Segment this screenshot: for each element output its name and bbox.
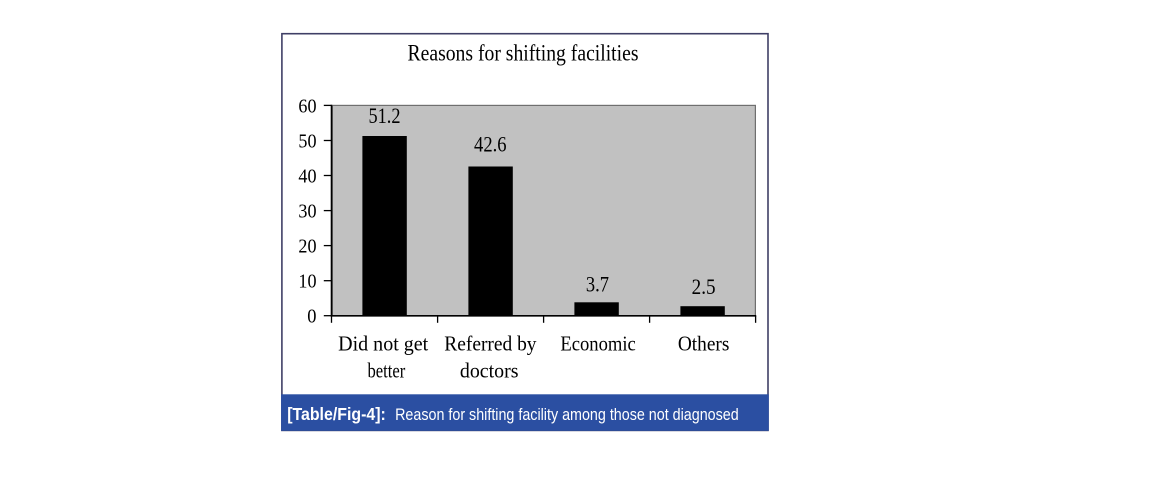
svg-text:2.5: 2.5 <box>692 274 716 299</box>
svg-text:30: 30 <box>298 201 316 223</box>
svg-text:40: 40 <box>298 165 316 187</box>
svg-text:Reason for shifting facility a: Reason for shifting facility among those… <box>395 405 739 424</box>
svg-text:doctors: doctors <box>460 359 519 383</box>
svg-text:0: 0 <box>307 306 316 328</box>
svg-text:Others: Others <box>678 331 730 355</box>
svg-text:Reasons for shifting facilitie: Reasons for shifting facilities <box>408 40 639 65</box>
svg-text:Economic: Economic <box>560 331 635 355</box>
svg-text:[Table/Fig-4]:: [Table/Fig-4]: <box>287 404 386 424</box>
svg-text:better: better <box>368 359 406 383</box>
svg-text:10: 10 <box>298 271 316 293</box>
svg-text:Referred by: Referred by <box>444 331 537 355</box>
svg-text:60: 60 <box>298 95 316 117</box>
svg-text:20: 20 <box>298 236 316 258</box>
svg-text:42.6: 42.6 <box>474 131 507 156</box>
svg-text:3.7: 3.7 <box>586 272 609 297</box>
svg-text:50: 50 <box>298 130 316 152</box>
svg-text:Did not get: Did not get <box>338 331 428 355</box>
svg-text:51.2: 51.2 <box>369 103 401 128</box>
